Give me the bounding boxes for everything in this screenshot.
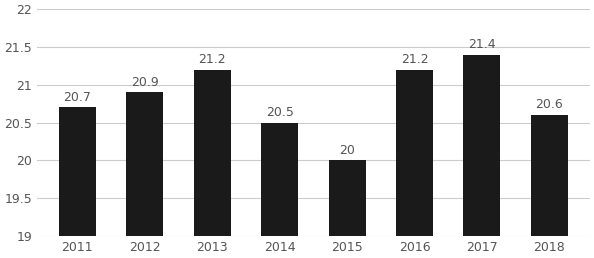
Bar (531, 115, 568, 236)
Text: 21.4: 21.4 (468, 38, 496, 51)
Text: 21.2: 21.2 (198, 53, 226, 66)
Bar (194, 70, 230, 236)
Bar (463, 54, 501, 236)
Bar (127, 92, 163, 236)
Text: 20.9: 20.9 (131, 76, 159, 88)
Text: 21.2: 21.2 (401, 53, 428, 66)
Bar (261, 123, 298, 236)
Text: 20: 20 (339, 144, 355, 157)
Text: 20.6: 20.6 (536, 98, 563, 111)
Text: 20.5: 20.5 (266, 106, 293, 119)
Bar (396, 70, 433, 236)
Text: 20.7: 20.7 (64, 91, 91, 104)
Bar (59, 107, 96, 236)
Bar (328, 160, 366, 236)
